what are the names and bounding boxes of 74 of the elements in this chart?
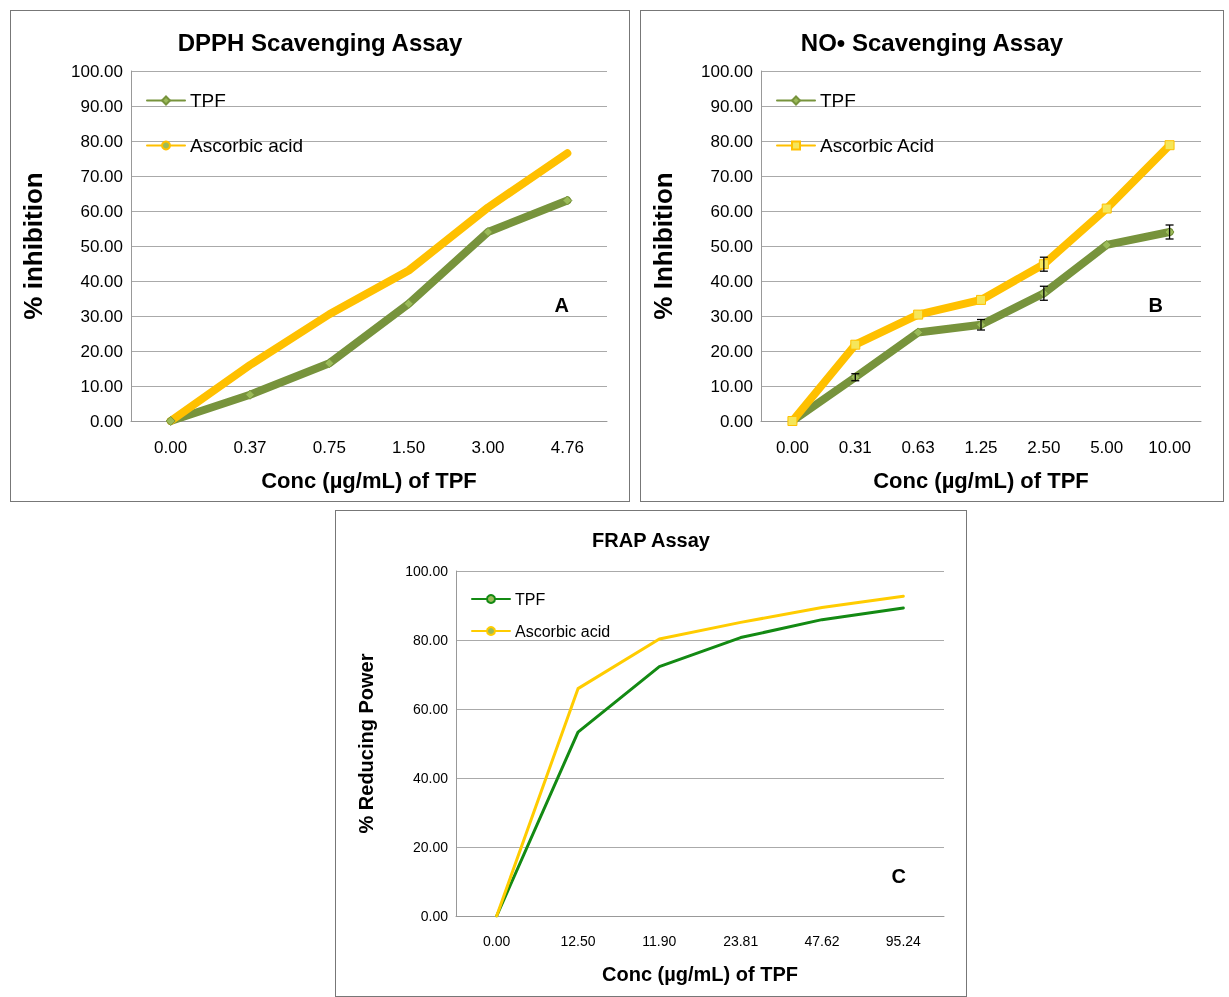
y-tick-label: 90.00 <box>80 96 123 116</box>
y-axis-title: % Inhibition <box>648 172 678 320</box>
annotation: B <box>1148 294 1164 317</box>
y-tick-label: 50.00 <box>710 236 753 256</box>
point <box>850 339 861 350</box>
legend-label: Ascorbic acid <box>190 135 303 156</box>
y-tick-label: 70.00 <box>710 166 753 186</box>
point <box>245 389 255 400</box>
y-tick-label: 20.00 <box>80 341 123 361</box>
y-tick-label: 90.00 <box>710 96 753 116</box>
annotation: C <box>891 865 907 887</box>
point <box>1101 203 1112 214</box>
y-tick-label: 0.00 <box>719 411 753 431</box>
x-tick-label: 0.31 <box>838 438 872 457</box>
y-tick-label: 60.00 <box>80 201 123 221</box>
legend-label: TPF <box>190 90 226 111</box>
x-tick-label: 47.62 <box>804 933 840 949</box>
x-tick-label: 95.24 <box>885 933 922 949</box>
chart-title: NO• Scavenging Assay <box>800 28 1064 56</box>
y-tick-label: 100.00 <box>701 61 753 81</box>
legend-label: Ascorbic acid <box>515 622 611 640</box>
x-tick-label: 2.50 <box>1027 438 1061 457</box>
x-tick-label: 0.00 <box>154 438 188 457</box>
y-axis-title: % Reducing Power <box>355 653 377 834</box>
y-tick-label: 40.00 <box>80 271 123 291</box>
y-tick-label: 60.00 <box>710 201 753 221</box>
x-tick-label: 1.50 <box>392 438 426 457</box>
y-tick-label: 0.00 <box>420 908 449 924</box>
x-tick-label: 4.76 <box>550 438 584 457</box>
legend-label: TPF <box>515 590 546 608</box>
y-tick-label: 20.00 <box>412 839 449 855</box>
y-tick-label: 30.00 <box>710 306 753 326</box>
x-tick-label: 0.75 <box>312 438 346 457</box>
y-tick-label: 100.00 <box>71 61 123 81</box>
y-tick-label: 30.00 <box>80 306 123 326</box>
x-tick-label: 0.63 <box>901 438 935 457</box>
point <box>562 195 573 206</box>
x-axis-title: Conc (µg/mL) of TPF <box>602 963 798 985</box>
y-tick-label: 40.00 <box>412 770 449 786</box>
x-tick-label: 3.00 <box>471 438 505 457</box>
chart-title: DPPH Scavenging Assay <box>177 28 463 56</box>
point <box>976 294 986 305</box>
y-tick-label: 40.00 <box>710 271 753 291</box>
y-tick-label: 80.00 <box>412 632 449 648</box>
y-axis-title: % inhibition <box>18 172 48 320</box>
x-tick-label: 11.90 <box>642 933 677 949</box>
y-tick-label: 80.00 <box>80 131 123 151</box>
x-tick-label: 12.50 <box>560 933 596 949</box>
y-tick-label: 100.00 <box>405 563 449 579</box>
y-tick-label: 20.00 <box>710 341 753 361</box>
x-tick-label: 0.00 <box>775 438 809 457</box>
y-tick-label: 10.00 <box>80 376 123 396</box>
legend-label: Ascorbic Acid <box>820 135 935 156</box>
point <box>1164 140 1175 151</box>
y-tick-label: 60.00 <box>412 701 449 717</box>
x-tick-label: 23.81 <box>723 933 759 949</box>
y-tick-label: 0.00 <box>89 411 123 431</box>
x-tick-label: 5.00 <box>1090 438 1124 457</box>
y-tick-label: 10.00 <box>710 376 753 396</box>
y-tick-label: 80.00 <box>710 131 753 151</box>
y-tick-label: 50.00 <box>80 236 123 256</box>
x-tick-label: 10.00 <box>1148 438 1191 457</box>
legend-label: TPF <box>820 90 856 111</box>
point <box>913 309 924 320</box>
chart-title: FRAP Assay <box>592 529 711 551</box>
x-tick-label: 1.25 <box>964 438 998 457</box>
point <box>165 416 176 426</box>
x-tick-label: 0.37 <box>233 438 267 457</box>
point <box>483 227 493 237</box>
annotation: A <box>554 294 570 317</box>
x-axis-title: Conc (µg/mL) of TPF <box>873 467 1089 493</box>
x-axis-title: Conc (µg/mL) of TPF <box>261 467 477 493</box>
y-tick-label: 70.00 <box>80 166 123 186</box>
x-tick-label: 0.00 <box>483 933 511 949</box>
